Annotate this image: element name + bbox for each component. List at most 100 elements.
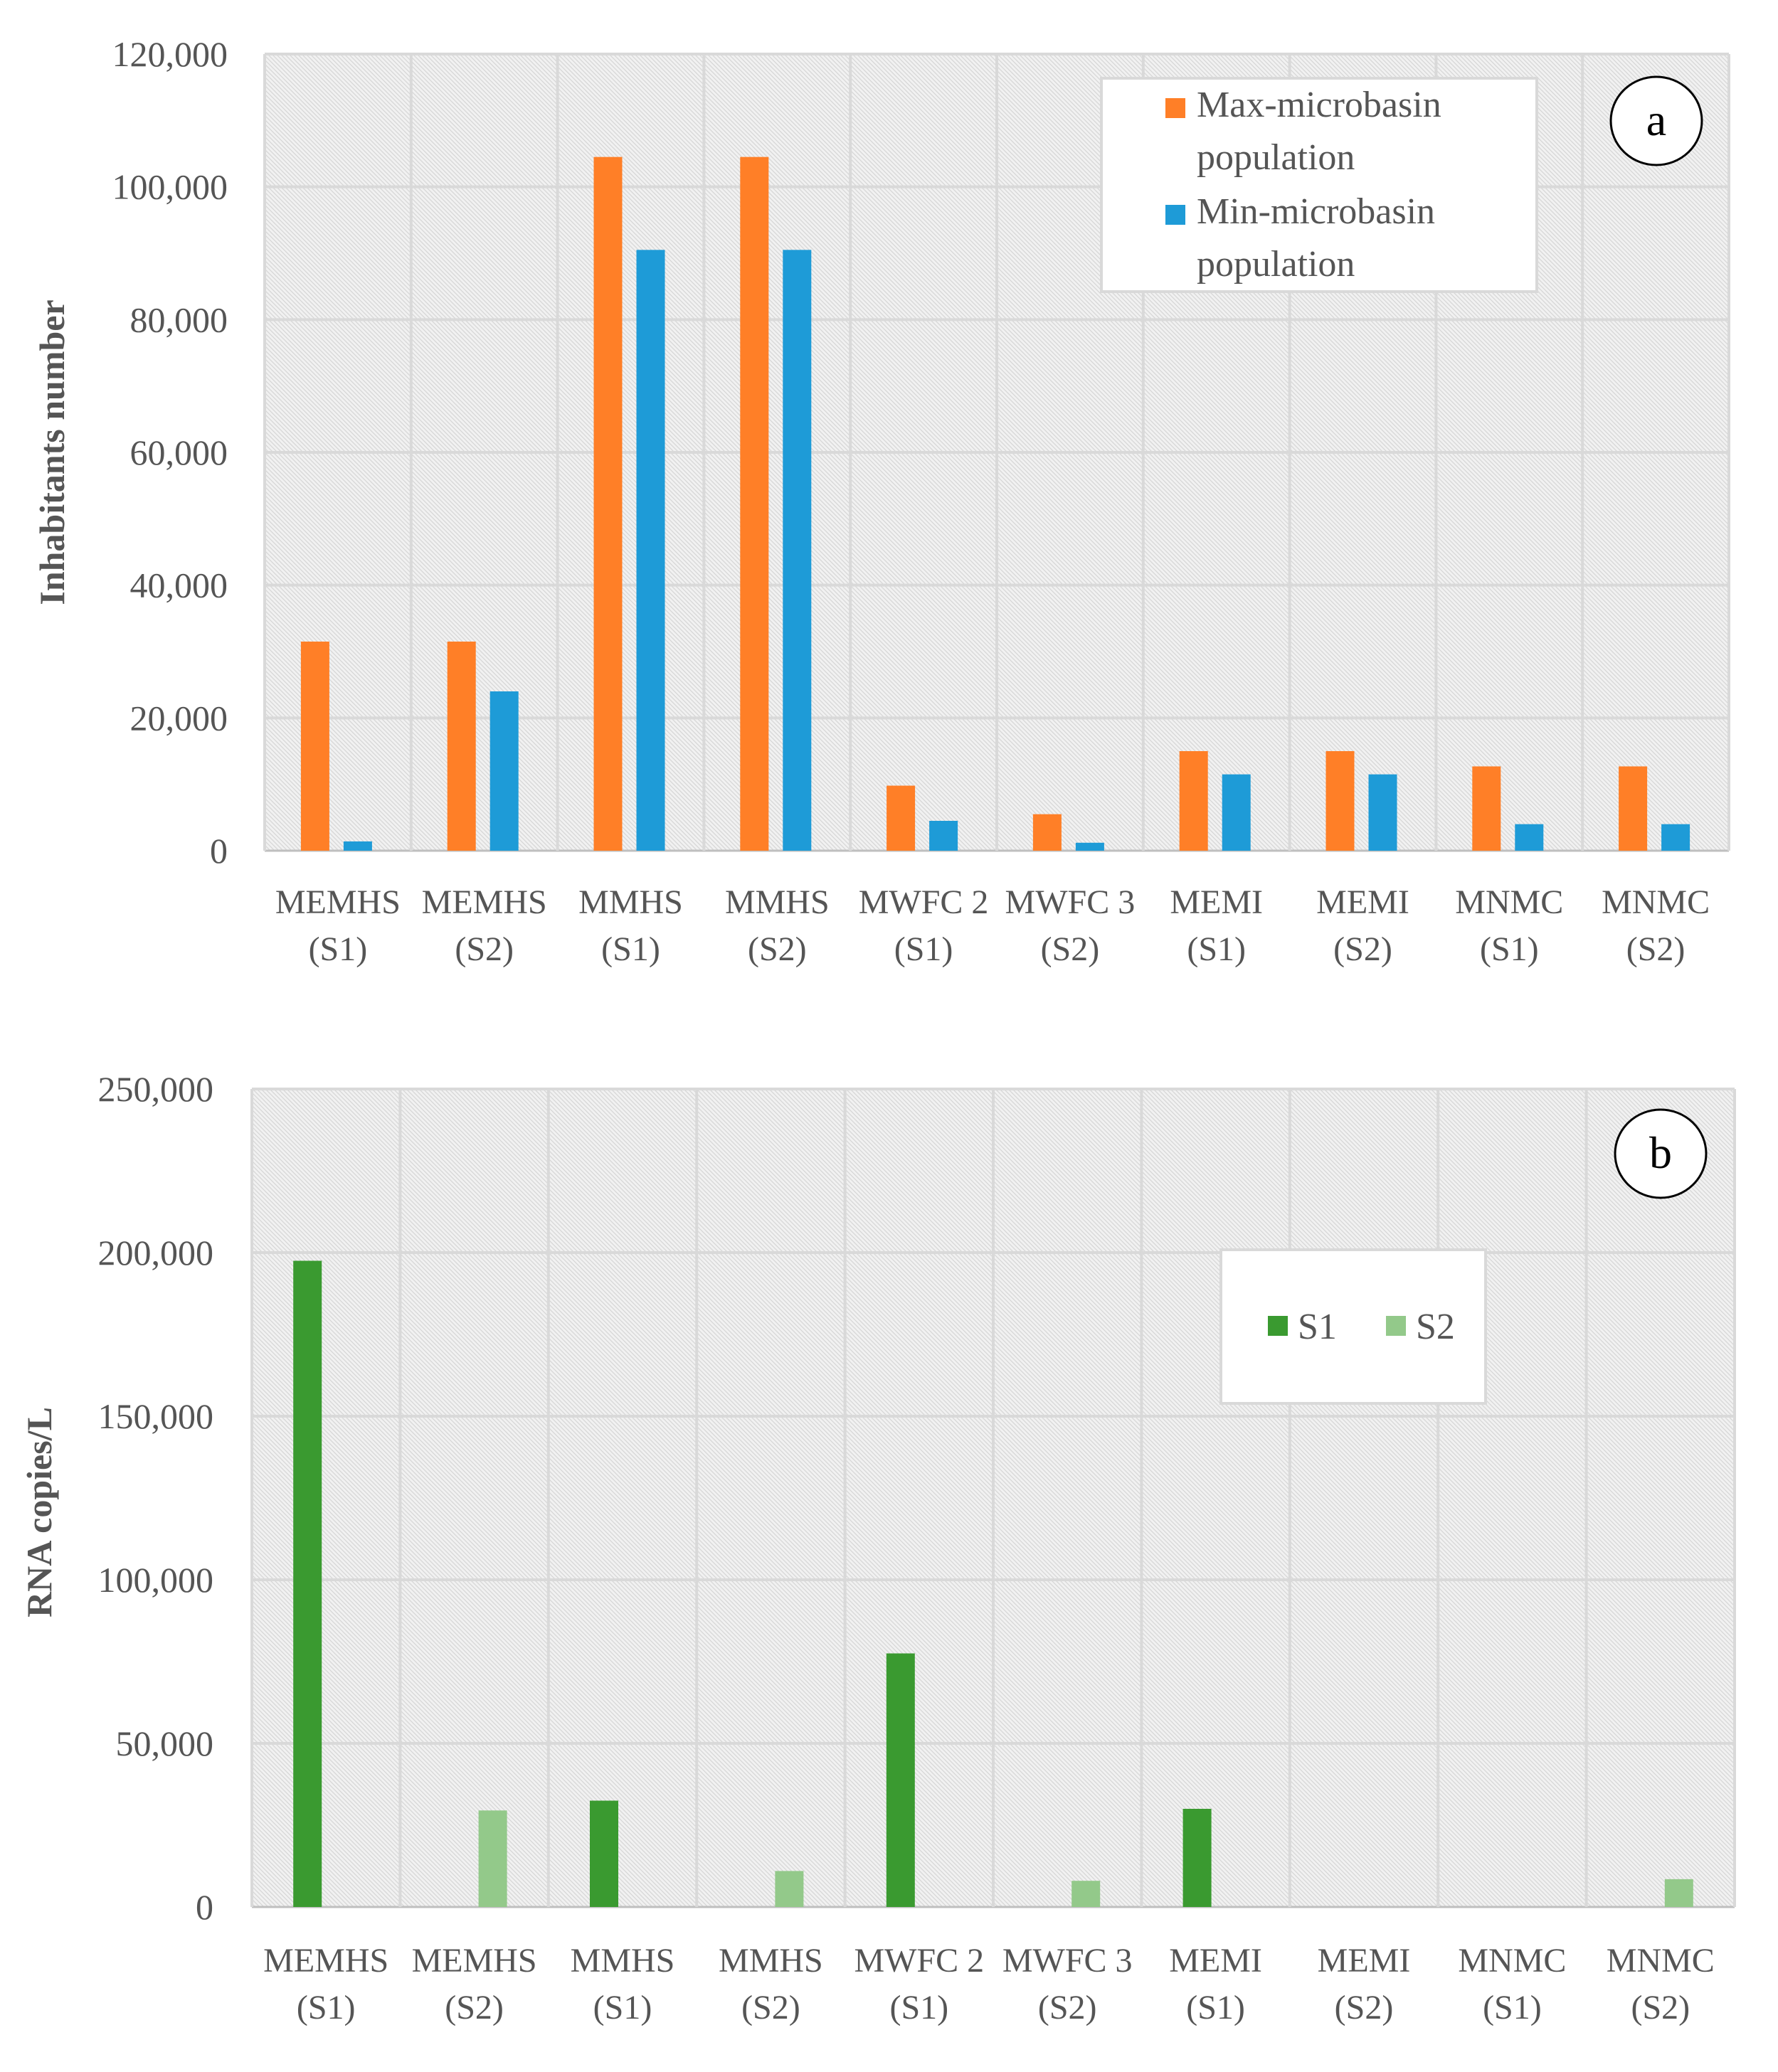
- panel-a-y-tick-label: 80,000: [130, 299, 228, 339]
- panel-a-bar-series2: [1661, 824, 1690, 851]
- panel-b-legend-swatch: [1386, 1316, 1406, 1336]
- panel-a-x-tick-label: MNMC: [1455, 883, 1563, 921]
- panel-b-chart: 0 50,000 100,000 150,000 200,000 250,000 MEMHS…: [19, 1069, 1736, 2026]
- panel-a-bar-series2: [1368, 774, 1397, 851]
- panel-a-bar-series1: [300, 642, 329, 851]
- panel-b-y-tick-label: 250,000: [98, 1069, 214, 1109]
- panel-b-y-tick-label: 0: [196, 1887, 213, 1927]
- panel-b-x-tick-label: MEMHS: [263, 1942, 388, 1980]
- panel-b-bar-series2: [775, 1871, 804, 1907]
- panel-b-x-tick-label: MNMC: [1607, 1942, 1715, 1980]
- panel-a-x-tick-sublabel: (S1): [1480, 930, 1539, 968]
- panel-b-x-tick-label: MMHS: [571, 1942, 675, 1980]
- panel-b-x-tick-sublabel: (S1): [1483, 1989, 1542, 2026]
- panel-b-y-axis-title: RNA copies/L: [19, 1407, 59, 1617]
- panel-a-bar-series1: [1472, 766, 1501, 851]
- panel-a-x-tick-sublabel: (S1): [601, 930, 660, 968]
- panel-a-legend-swatch: [1165, 205, 1185, 225]
- panel-a-bar-series2: [490, 691, 519, 851]
- panel-b-x-tick-label: MWFC 3: [1002, 1942, 1133, 1980]
- panel-a-bar-series2: [1075, 842, 1104, 851]
- panel-b-y-tick-label: 100,000: [98, 1560, 214, 1600]
- panel-a-bar-series1: [593, 156, 623, 851]
- panel-a-legend-label: population: [1197, 137, 1355, 178]
- panel-b-y-tick-label: 200,000: [98, 1233, 214, 1273]
- panel-a-y-tick-label: 40,000: [130, 565, 228, 605]
- panel-b-x-tick-sublabel: (S1): [297, 1989, 356, 2026]
- panel-a-y-tick-label: 120,000: [112, 34, 228, 74]
- panel-a-x-tick-label: MEMI: [1316, 883, 1409, 921]
- panel-b-bar-series2: [1071, 1881, 1101, 1907]
- panel-b-bar-series1: [293, 1260, 322, 1907]
- panel-b-tag-circle: [1614, 1108, 1708, 1199]
- panel-a-x-tick-label: MEMI: [1170, 883, 1263, 921]
- panel-b-x-tick-sublabel: (S2): [445, 1989, 504, 2026]
- panel-b-legend-label: S2: [1416, 1307, 1455, 1347]
- panel-b-x-tick-sublabel: (S2): [741, 1989, 800, 2026]
- panel-a-x-tick-sublabel: (S1): [309, 930, 368, 968]
- panel-b-x-tick-sublabel: (S2): [1631, 1989, 1690, 2026]
- panel-b-x-tick-label: MWFC 2: [854, 1942, 984, 1980]
- panel-a-bar-series1: [1619, 766, 1648, 851]
- panel-b-y-tick-label: 50,000: [116, 1723, 214, 1763]
- panel-a-x-tick-sublabel: (S2): [1333, 930, 1392, 968]
- panel-b-tag-letter: b: [1649, 1127, 1672, 1178]
- panel-a-x-tick-label: MMHS: [578, 883, 683, 921]
- panel-a-x-tick-label: MMHS: [725, 883, 830, 921]
- panel-b-y-tick-label: 150,000: [98, 1396, 214, 1436]
- panel-a-legend-label: population: [1197, 244, 1355, 285]
- panel-b-x-tick-sublabel: (S1): [1186, 1989, 1245, 2026]
- panel-b-bar-series2: [1664, 1879, 1693, 1907]
- panel-a-x-tick-sublabel: (S2): [1626, 930, 1686, 968]
- panel-a-y-tick-label: 60,000: [130, 432, 228, 472]
- panel-a-tag-circle: [1609, 75, 1703, 166]
- panel-a-y-tick-label: 100,000: [112, 167, 228, 207]
- panel-a-x-tick-sublabel: (S2): [1041, 930, 1100, 968]
- panel-a-x-tick-label: MWFC 2: [859, 883, 989, 921]
- panel-a-y-axis-title: Inhabitants number: [32, 299, 72, 605]
- panel-b-legend-label: S1: [1298, 1307, 1337, 1347]
- panel-b-legend: [1219, 1248, 1487, 1405]
- panel-a-chart: 0 20,000 40,000 60,000 80,000 100,000 120,000 M…: [32, 34, 1730, 968]
- panel-b-bar-series1: [886, 1653, 915, 1907]
- panel-a-bar-series1: [447, 642, 476, 851]
- panel-a-bar-series2: [343, 841, 372, 851]
- panel-b-x-tick-label: MEMI: [1318, 1942, 1411, 1980]
- panel-a-bar-series2: [783, 250, 812, 851]
- panel-a-x-tick-label: MNMC: [1602, 883, 1710, 921]
- panel-a-tag-letter: a: [1646, 95, 1666, 145]
- panel-a-legend-swatch: [1165, 98, 1185, 118]
- panel-a-legend-label: Max-microbasin: [1197, 85, 1441, 125]
- panel-a-bar-series2: [1515, 824, 1544, 851]
- panel-b-x-tick-sublabel: (S2): [1335, 1989, 1394, 2026]
- panel-b-x-tick-sublabel: (S1): [889, 1989, 948, 2026]
- panel-a-x-tick-sublabel: (S2): [748, 930, 807, 968]
- panel-a-bar-series1: [1179, 751, 1208, 851]
- panel-a-bar-series2: [636, 250, 665, 851]
- panel-b-legend-swatch: [1268, 1316, 1288, 1336]
- panel-a-x-tick-sublabel: (S2): [455, 930, 514, 968]
- panel-a-bar-series2: [929, 821, 958, 851]
- panel-b-x-tick-sublabel: (S2): [1038, 1989, 1097, 2026]
- panel-a-bar-series1: [1032, 814, 1062, 851]
- panel-a-bar-series2: [1222, 774, 1251, 851]
- panel-a-bar-series1: [887, 785, 916, 851]
- panel-a-x-tick-label: MEMHS: [275, 883, 401, 921]
- panel-a-x-tick-sublabel: (S1): [1187, 930, 1246, 968]
- panel-b-x-tick-label: MEMI: [1169, 1942, 1262, 1980]
- panel-b-bar-series2: [478, 1810, 507, 1907]
- panel-a-x-tick-label: MWFC 3: [1005, 883, 1136, 921]
- panel-a-bar-series1: [1325, 751, 1355, 851]
- panel-a-bar-series1: [740, 156, 769, 851]
- panel-b-x-tick-label: MMHS: [719, 1942, 823, 1980]
- panel-a-x-tick-sublabel: (S1): [894, 930, 953, 968]
- panel-a-x-tick-label: MEMHS: [422, 883, 547, 921]
- panel-b-bar-series1: [590, 1800, 618, 1907]
- panel-b-x-tick-label: MEMHS: [412, 1942, 537, 1980]
- panel-a-legend-label: Min-microbasin: [1197, 191, 1435, 232]
- panel-b-bar-series1: [1182, 1809, 1212, 1907]
- panel-a-y-tick-label: 0: [210, 831, 228, 871]
- panel-b-x-tick-sublabel: (S1): [593, 1989, 652, 2026]
- panel-a-y-tick-label: 20,000: [130, 698, 228, 738]
